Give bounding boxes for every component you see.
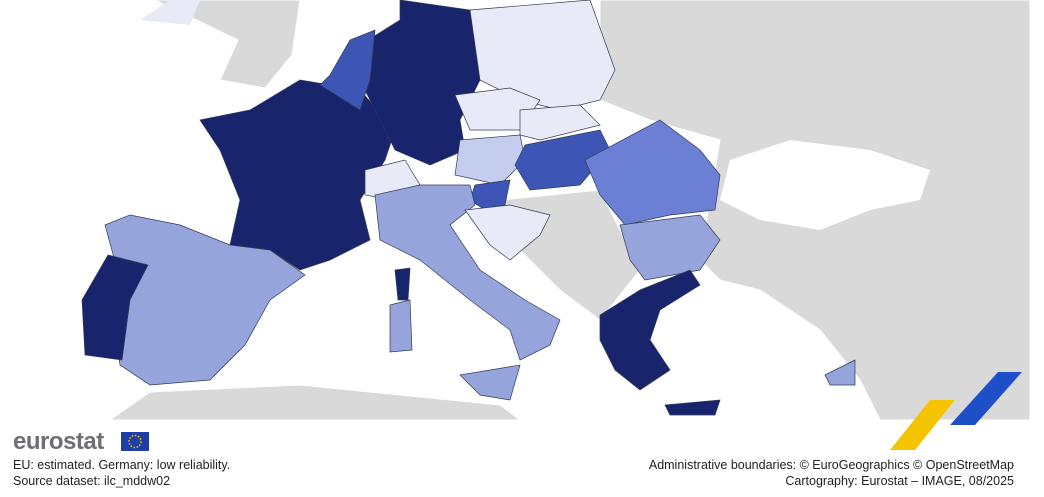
decor-blue: [950, 372, 1022, 425]
credits: Administrative boundaries: © EuroGeograp…: [649, 457, 1014, 489]
note: EU: estimated. Germany: low reliability.: [13, 458, 231, 472]
hungary: [514, 129, 611, 191]
eu-flag: [121, 432, 149, 451]
germany: [359, 0, 481, 166]
crete: [664, 399, 721, 416]
sardinia: [389, 299, 413, 353]
credit: Cartography: Eurostat – IMAGE, 08/2025: [785, 474, 1014, 488]
portugal: [81, 254, 149, 361]
slovakia: [519, 104, 601, 141]
greece: [599, 269, 701, 391]
austria: [454, 134, 526, 186]
note: Source dataset: ilc_mddw02: [13, 474, 171, 488]
sicily: [459, 364, 521, 401]
ireland: [140, 0, 200, 25]
benelux: [319, 29, 376, 111]
black-sea: [720, 140, 930, 230]
cyprus: [824, 359, 856, 386]
eu-stars: [128, 434, 142, 449]
corsica: [394, 267, 411, 301]
italy: [374, 184, 561, 361]
croatia: [464, 204, 551, 261]
notes: EU: estimated. Germany: low reliability.…: [13, 457, 230, 489]
decor-yellow: [890, 400, 955, 450]
united-kingdom: [154, 0, 301, 89]
logo: eurostat: [13, 428, 104, 455]
north-africa: [108, 384, 522, 421]
france: [199, 79, 396, 271]
bulgaria: [619, 214, 721, 281]
romania: [584, 119, 721, 226]
credit: Administrative boundaries: © EuroGeograp…: [648, 458, 1014, 472]
